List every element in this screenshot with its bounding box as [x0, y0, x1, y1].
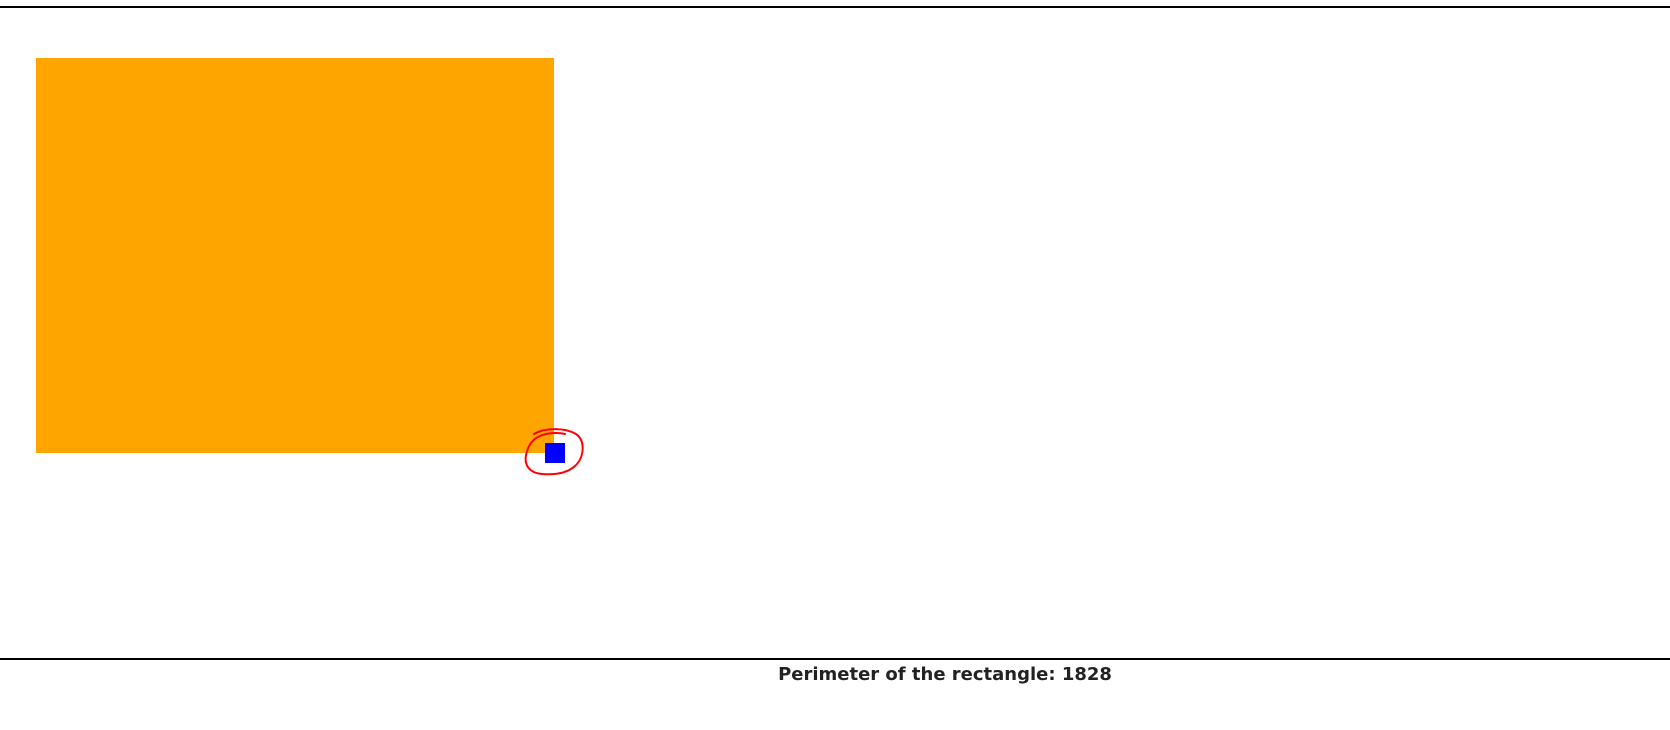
perimeter-label: Perimeter of the rectangle: 1828 — [778, 664, 1112, 685]
resize-handle[interactable] — [545, 443, 565, 463]
drawing-area — [0, 8, 1670, 658]
bottom-divider — [0, 658, 1670, 660]
orange-rectangle[interactable] — [36, 58, 554, 453]
red-circle-annotation — [524, 428, 584, 476]
top-divider — [0, 6, 1670, 8]
